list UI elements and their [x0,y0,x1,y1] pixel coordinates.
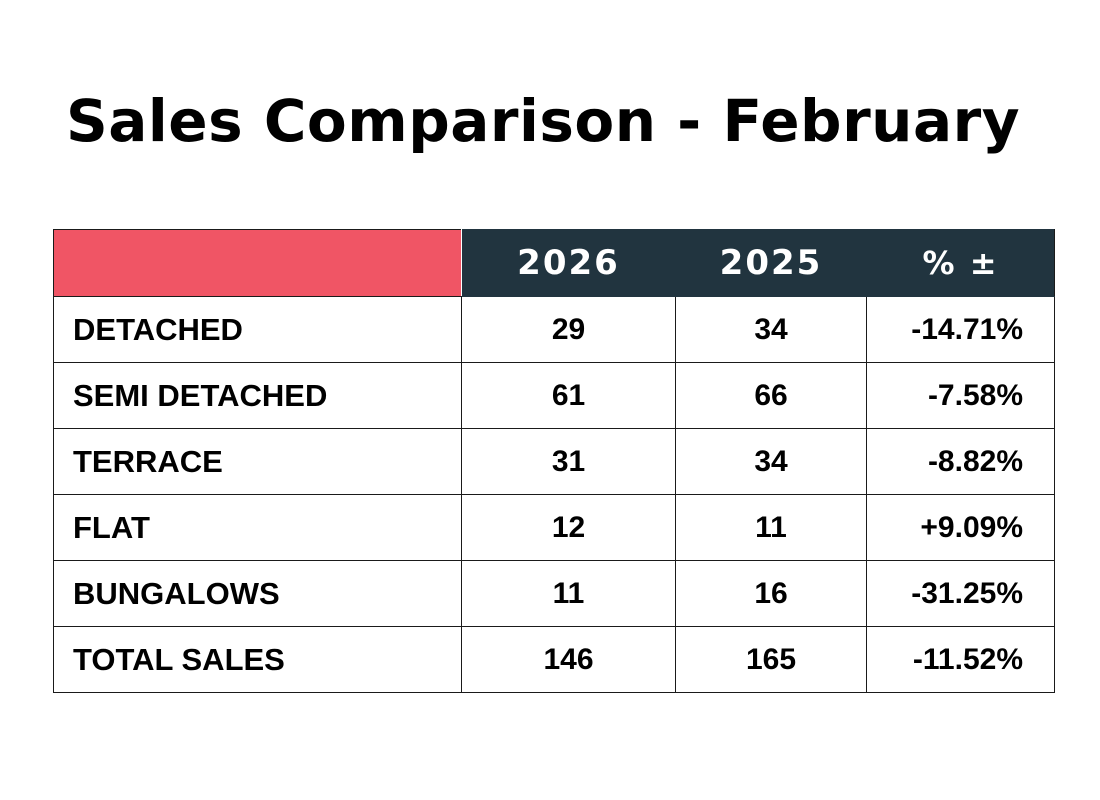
header-corner-cell [53,229,462,297]
value-2026: 61 [461,362,676,429]
value-2025: 66 [675,362,867,429]
row-label: FLAT [53,494,462,561]
value-2026: 146 [461,626,676,693]
value-2026: 31 [461,428,676,495]
percent-change: -7.58% [866,362,1055,429]
row-label: SEMI DETACHED [53,362,462,429]
percent-change: -8.82% [866,428,1055,495]
table-row: BUNGALOWS 11 16 -31.25% [53,560,1055,627]
value-2026: 29 [461,296,676,363]
table-header-row: 2026 2025 % ± [53,229,1055,297]
header-year-2026: 2026 [461,229,676,297]
value-2025: 11 [675,494,867,561]
row-label: DETACHED [53,296,462,363]
table-row: TERRACE 31 34 -8.82% [53,428,1055,495]
percent-change: -11.52% [866,626,1055,693]
value-2025: 165 [675,626,867,693]
table-body: DETACHED 29 34 -14.71% SEMI DETACHED 61 66 -7.5… [53,296,1055,693]
page-title: Sales Comparison - February [66,87,1021,155]
percent-change: -31.25% [866,560,1055,627]
row-label: TOTAL SALES [53,626,462,693]
header-percent-change: % ± [866,229,1055,297]
percent-change: -14.71% [866,296,1055,363]
sales-comparison-table: 2026 2025 % ± DETACHED 29 34 -14.71% SEMI DE… [53,229,1055,693]
table-row: DETACHED 29 34 -14.71% [53,296,1055,363]
row-label: TERRACE [53,428,462,495]
header-year-2025: 2025 [675,229,867,297]
table-row: SEMI DETACHED 61 66 -7.58% [53,362,1055,429]
value-2025: 16 [675,560,867,627]
value-2025: 34 [675,428,867,495]
percent-change: +9.09% [866,494,1055,561]
value-2025: 34 [675,296,867,363]
table-row: TOTAL SALES 146 165 -11.52% [53,626,1055,693]
value-2026: 11 [461,560,676,627]
row-label: BUNGALOWS [53,560,462,627]
value-2026: 12 [461,494,676,561]
table-row: FLAT 12 11 +9.09% [53,494,1055,561]
